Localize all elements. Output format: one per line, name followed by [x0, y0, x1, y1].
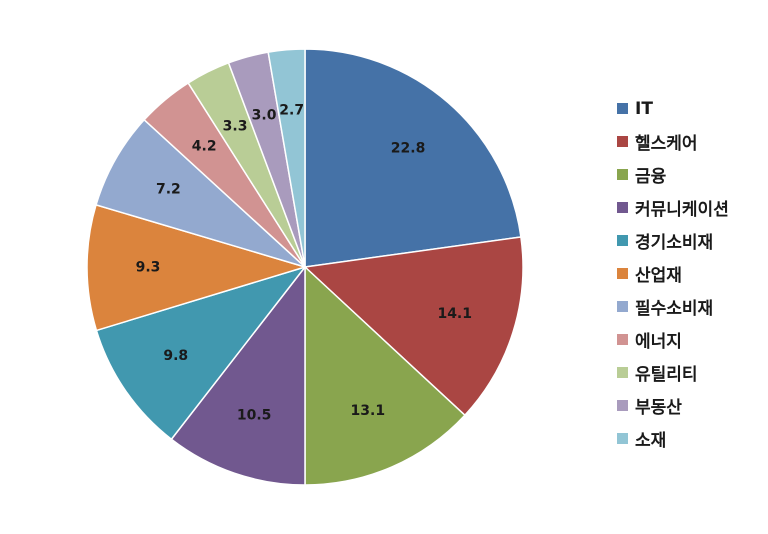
pie-slice	[86, 204, 306, 332]
legend-swatch	[617, 268, 628, 279]
legend-swatch	[617, 301, 628, 312]
legend-swatch	[617, 400, 628, 411]
pie-slice	[95, 119, 306, 268]
legend-item: 헬스케어	[617, 125, 729, 158]
legend-label: 필수소비재	[635, 299, 714, 319]
legend-label: 에너지	[635, 332, 682, 352]
pie-slice	[304, 236, 524, 416]
legend-swatch	[617, 334, 628, 345]
legend-item: 에너지	[617, 323, 729, 356]
legend-swatch	[617, 367, 628, 378]
legend-item: 필수소비재	[617, 290, 729, 323]
legend-swatch	[617, 169, 628, 180]
pie-slice	[267, 48, 306, 268]
legend-item: 소재	[617, 422, 729, 455]
legend-item: 커뮤니케이션	[617, 191, 729, 224]
legend-label: 커뮤니케이션	[635, 200, 729, 220]
legend-item: 금융	[617, 158, 729, 191]
legend-swatch	[617, 136, 628, 147]
pie-slice	[304, 266, 466, 486]
legend-swatch	[617, 433, 628, 444]
slice-value-label: 3.3	[223, 118, 248, 134]
slice-value-label: 9.3	[136, 259, 161, 275]
legend-swatch	[617, 202, 628, 213]
slice-value-label: 14.1	[437, 306, 472, 322]
slice-value-label: 10.5	[237, 408, 272, 424]
legend-label: 헬스케어	[635, 134, 698, 154]
legend-label: 금융	[635, 167, 667, 187]
legend-label: 산업재	[635, 266, 682, 286]
slice-value-label: 2.7	[279, 103, 304, 119]
legend-item: IT	[617, 92, 729, 125]
slice-value-label: 4.2	[192, 139, 217, 155]
pie-slice	[170, 266, 306, 486]
legend-label: 부동산	[635, 398, 682, 418]
slice-value-label: 7.2	[156, 182, 181, 198]
legend-item: 유틸리티	[617, 356, 729, 389]
pie-slice	[304, 48, 522, 268]
slice-value-label: 22.8	[391, 141, 426, 157]
legend-label: IT	[635, 98, 653, 119]
legend-label: 경기소비재	[635, 233, 714, 253]
legend-item: 부동산	[617, 389, 729, 422]
legend-swatch	[617, 103, 628, 114]
legend-label: 소재	[635, 431, 667, 451]
legend-item: 산업재	[617, 257, 729, 290]
legend-item: 경기소비재	[617, 224, 729, 257]
slice-value-label: 9.8	[163, 348, 188, 364]
slice-value-label: 13.1	[351, 403, 386, 419]
pie-slice	[95, 266, 306, 440]
legend-label: 유틸리티	[635, 365, 698, 385]
legend-swatch	[617, 235, 628, 246]
slice-value-label: 3.0	[252, 107, 277, 123]
